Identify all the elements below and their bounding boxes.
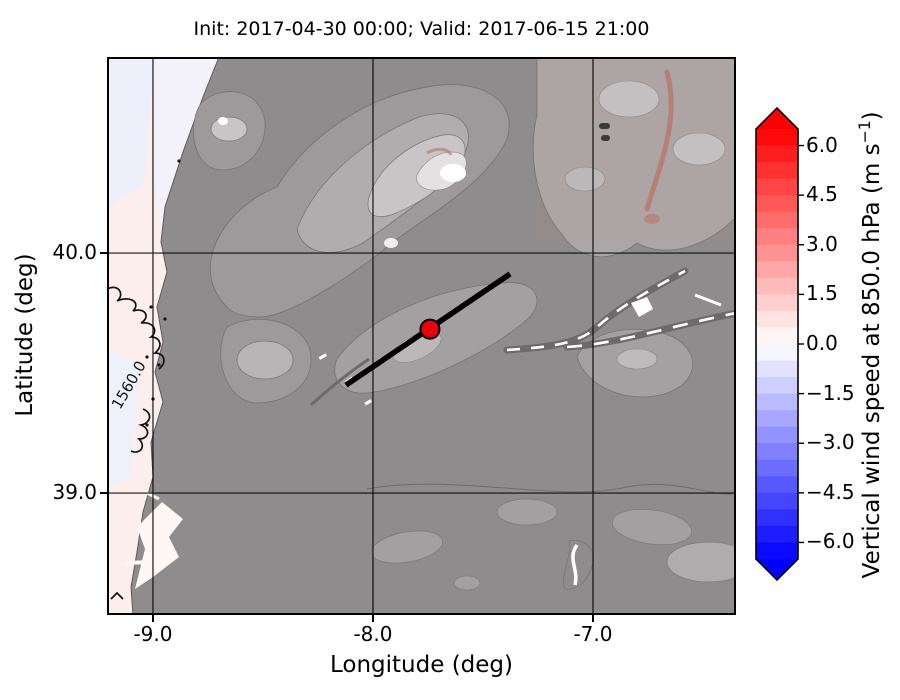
plot-border	[107, 57, 736, 615]
colorbar-extend-min-arrow	[756, 559, 798, 580]
plot-area: 1560.0	[107, 57, 736, 615]
colorbar-segment	[756, 261, 798, 279]
x-tick-mark	[152, 615, 154, 622]
x-axis-label: Longitude (deg)	[329, 652, 513, 678]
cross-section-marker	[419, 318, 441, 340]
colorbar-segment	[756, 542, 798, 560]
x-tick-mark	[592, 615, 594, 622]
x-tick-label: -8.0	[353, 622, 393, 646]
colorbar-segment	[756, 178, 798, 196]
colorbar-segment	[756, 525, 798, 543]
y-tick-mark	[100, 252, 107, 254]
colorbar-segment	[756, 211, 798, 229]
colorbar-segment	[756, 129, 798, 147]
colorbar-segment	[756, 162, 798, 180]
colorbar-segment	[756, 410, 798, 428]
colorbar-segment	[756, 492, 798, 510]
colorbar-segment	[756, 327, 798, 345]
x-tick-mark	[372, 615, 374, 622]
gridlines	[107, 57, 736, 615]
colorbar-segment	[756, 393, 798, 411]
colorbar	[755, 106, 804, 582]
colorbar-tick-label: 4.5	[806, 182, 838, 207]
colorbar-segment	[756, 426, 798, 444]
x-tick-label: -7.0	[573, 622, 613, 646]
colorbar-tick-label: −4.5	[806, 479, 855, 504]
colorbar-segment	[756, 476, 798, 494]
colorbar-segment	[756, 360, 798, 378]
colorbar-segment	[756, 228, 798, 246]
y-axis-label: Latitude (deg)	[12, 253, 38, 417]
geopotential-contour	[107, 286, 165, 600]
colorbar-segment	[756, 344, 798, 362]
colorbar-tick-label: −1.5	[806, 380, 855, 405]
contour-dots	[145, 159, 181, 427]
colorbar-segments	[756, 129, 798, 560]
colorbar-extend-max-arrow	[756, 108, 798, 129]
colorbar-segment	[756, 195, 798, 213]
y-tick-label: 40.0	[52, 240, 97, 265]
colorbar-segment	[756, 459, 798, 477]
colorbar-tick-label: −3.0	[806, 430, 855, 455]
ocean-patch	[107, 352, 139, 487]
colorbar-segment	[756, 509, 798, 527]
colorbar-tick-label: 0.0	[806, 331, 838, 355]
colorbar-canvas	[755, 106, 804, 582]
colorbar-segment	[756, 244, 798, 262]
plot-title: Init: 2017-04-30 00:00; Valid: 2017-06-1…	[193, 18, 650, 40]
colorbar-tick-label: 1.5	[806, 281, 838, 306]
y-tick-label: 39.0	[52, 480, 97, 505]
x-tick-label: -9.0	[133, 622, 173, 646]
colorbar-outline	[755, 106, 799, 582]
ocean-patch	[107, 57, 153, 207]
map-canvas: 1560.0	[107, 57, 736, 615]
colorbar-segment	[756, 443, 798, 461]
colorbar-label-close: )	[858, 111, 885, 121]
colorbar-tick-label: 3.0	[806, 231, 838, 256]
colorbar-label-text: Vertical wind speed at 850.0 hPa (m s	[858, 143, 885, 579]
colorbar-segment	[756, 377, 798, 395]
colorbar-segment	[756, 277, 798, 295]
colorbar-ticks	[798, 144, 804, 544]
colorbar-segment	[756, 145, 798, 163]
colorbar-segment	[756, 294, 798, 312]
colorbar-tick-label: 6.0	[806, 132, 838, 157]
y-tick-mark	[100, 492, 107, 494]
colorbar-tick-label: −6.0	[806, 529, 855, 554]
colorbar-segment	[756, 310, 798, 328]
